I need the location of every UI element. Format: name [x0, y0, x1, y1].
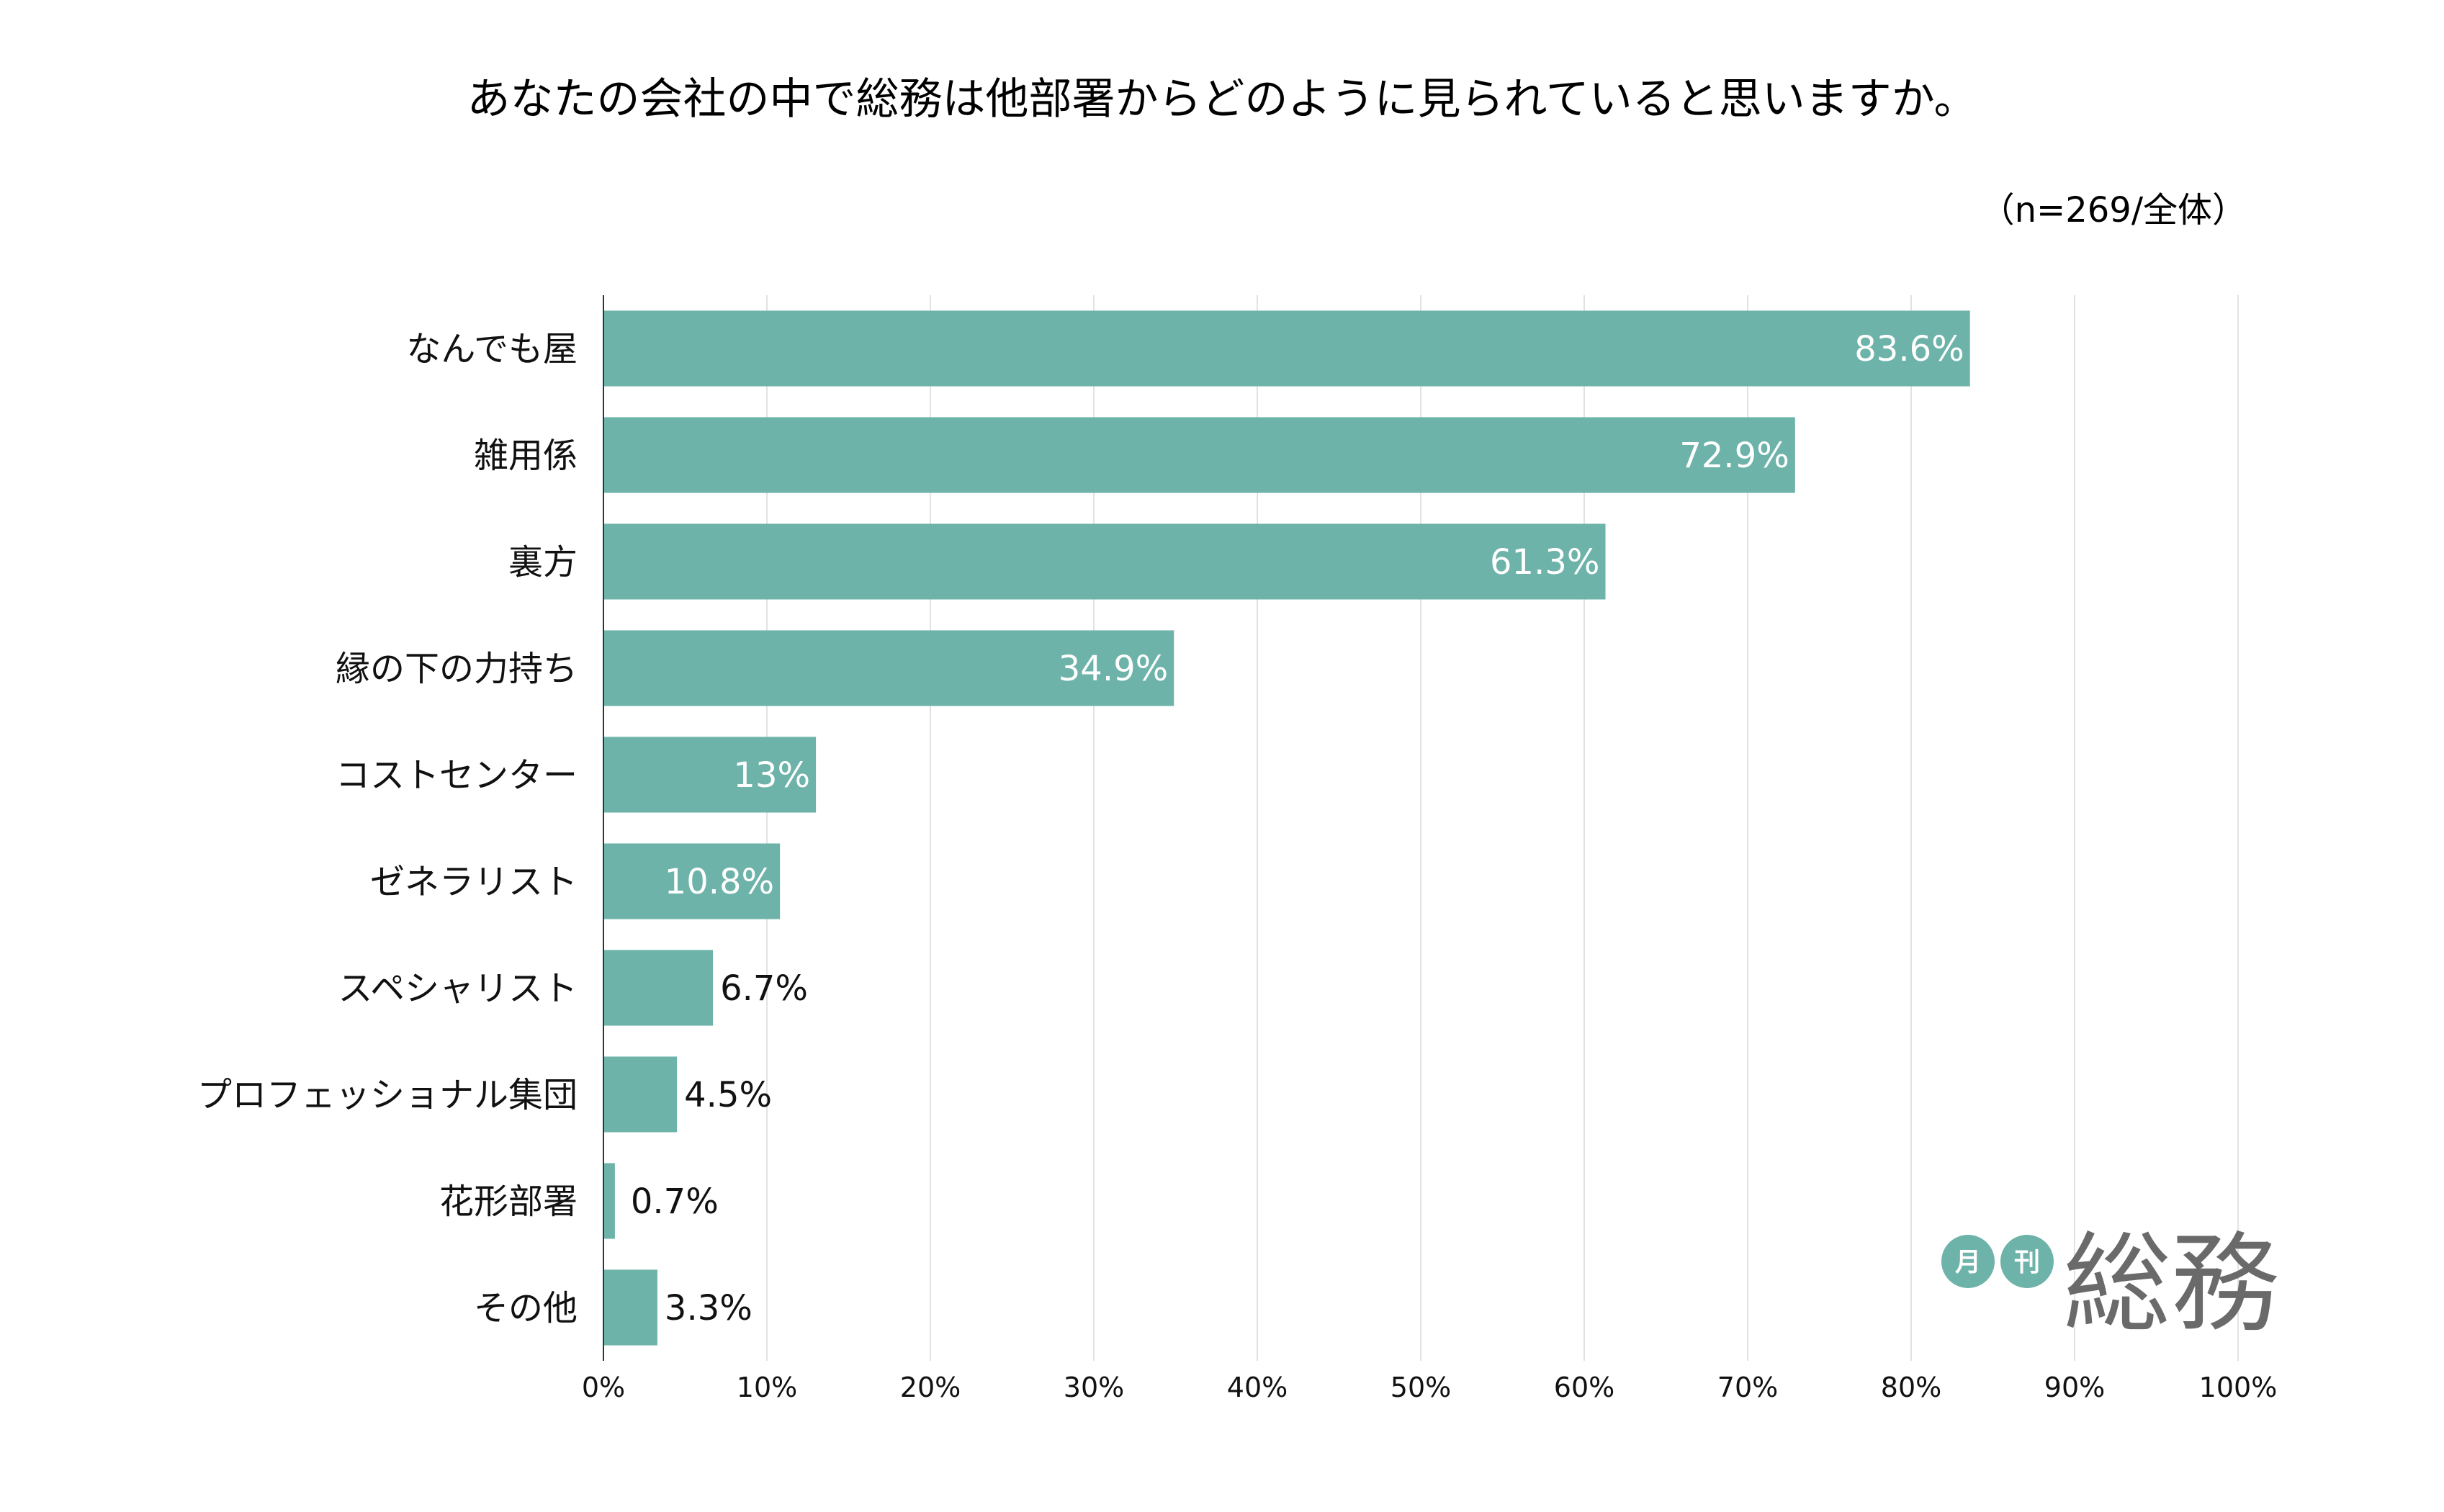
category-label: スペシャリスト: [338, 968, 578, 1009]
chart-title: あなたの会社の中で総務は他部署からどのように見られていると思いますか。: [467, 74, 1977, 125]
value-label: 10.8%: [665, 862, 774, 902]
bar: [603, 630, 1174, 706]
bar: [603, 737, 817, 813]
bar: [603, 417, 1795, 493]
bar: [603, 310, 1970, 387]
logo-badge-2: [2000, 1235, 2054, 1288]
x-tick-label: 90%: [2044, 1372, 2105, 1403]
category-label: 花形部署: [439, 1182, 578, 1222]
logo-badge-2-text: 刊: [2014, 1248, 2040, 1277]
x-tick-label: 70%: [1717, 1372, 1778, 1403]
logo: 月 刊 総務: [1941, 1222, 2279, 1347]
value-label: 61.3%: [1490, 542, 1599, 582]
value-label: 34.9%: [1059, 649, 1168, 689]
logo-wordmark: 総務: [2063, 1222, 2279, 1347]
bar: [603, 1269, 657, 1346]
bar: [603, 843, 781, 919]
logo-badge-1: [1941, 1235, 1995, 1288]
x-tick-label: 40%: [1227, 1372, 1288, 1403]
x-tick-label: 20%: [900, 1372, 961, 1403]
logo-badge-1-text: 月: [1955, 1248, 1981, 1277]
x-tick-label: 10%: [737, 1372, 797, 1403]
x-tick-label: 50%: [1391, 1372, 1451, 1403]
category-label: ゼネラリスト: [370, 862, 578, 902]
category-label: その他: [474, 1288, 578, 1328]
bar: [603, 1163, 615, 1239]
category-label: 雑用係: [474, 436, 578, 476]
category-label: なんでも屋: [406, 329, 578, 369]
value-labels: 83.6% 72.9% 61.3% 34.9% 13% 10.8% 6.7% 4.5% 0.7%…: [631, 329, 1964, 1328]
x-tick-label: 0%: [582, 1372, 625, 1403]
sample-size-note: （n=269/全体）: [1980, 190, 2247, 230]
x-tick-label: 60%: [1554, 1372, 1614, 1403]
x-tick-labels: 0% 10% 20% 30% 40% 50% 60% 70% 80% 90% 100%: [582, 1372, 2277, 1403]
bar: [603, 950, 714, 1026]
x-tick-label: 100%: [2199, 1372, 2278, 1403]
category-label: 裏方: [508, 542, 578, 582]
value-label: 83.6%: [1854, 329, 1964, 369]
category-label: 縁の下の力持ち: [336, 649, 578, 689]
category-label: コストセンター: [336, 755, 578, 796]
x-tick-label: 80%: [1881, 1372, 1941, 1403]
value-label: 72.9%: [1679, 436, 1789, 476]
category-label: プロフェッショナル集団: [197, 1075, 578, 1115]
bars: [603, 310, 1970, 1346]
value-label: 6.7%: [720, 968, 808, 1009]
bar: [603, 523, 1606, 600]
value-label: 0.7%: [631, 1182, 719, 1222]
value-label: 4.5%: [684, 1075, 772, 1115]
x-tick-label: 30%: [1064, 1372, 1124, 1403]
bar: [603, 1056, 678, 1133]
value-label: 13%: [733, 755, 810, 796]
value-label: 3.3%: [665, 1288, 752, 1328]
category-labels: なんでも屋雑用係裏方縁の下の力持ちコストセンターゼネラリストスペシャリストプロフ…: [197, 329, 578, 1328]
